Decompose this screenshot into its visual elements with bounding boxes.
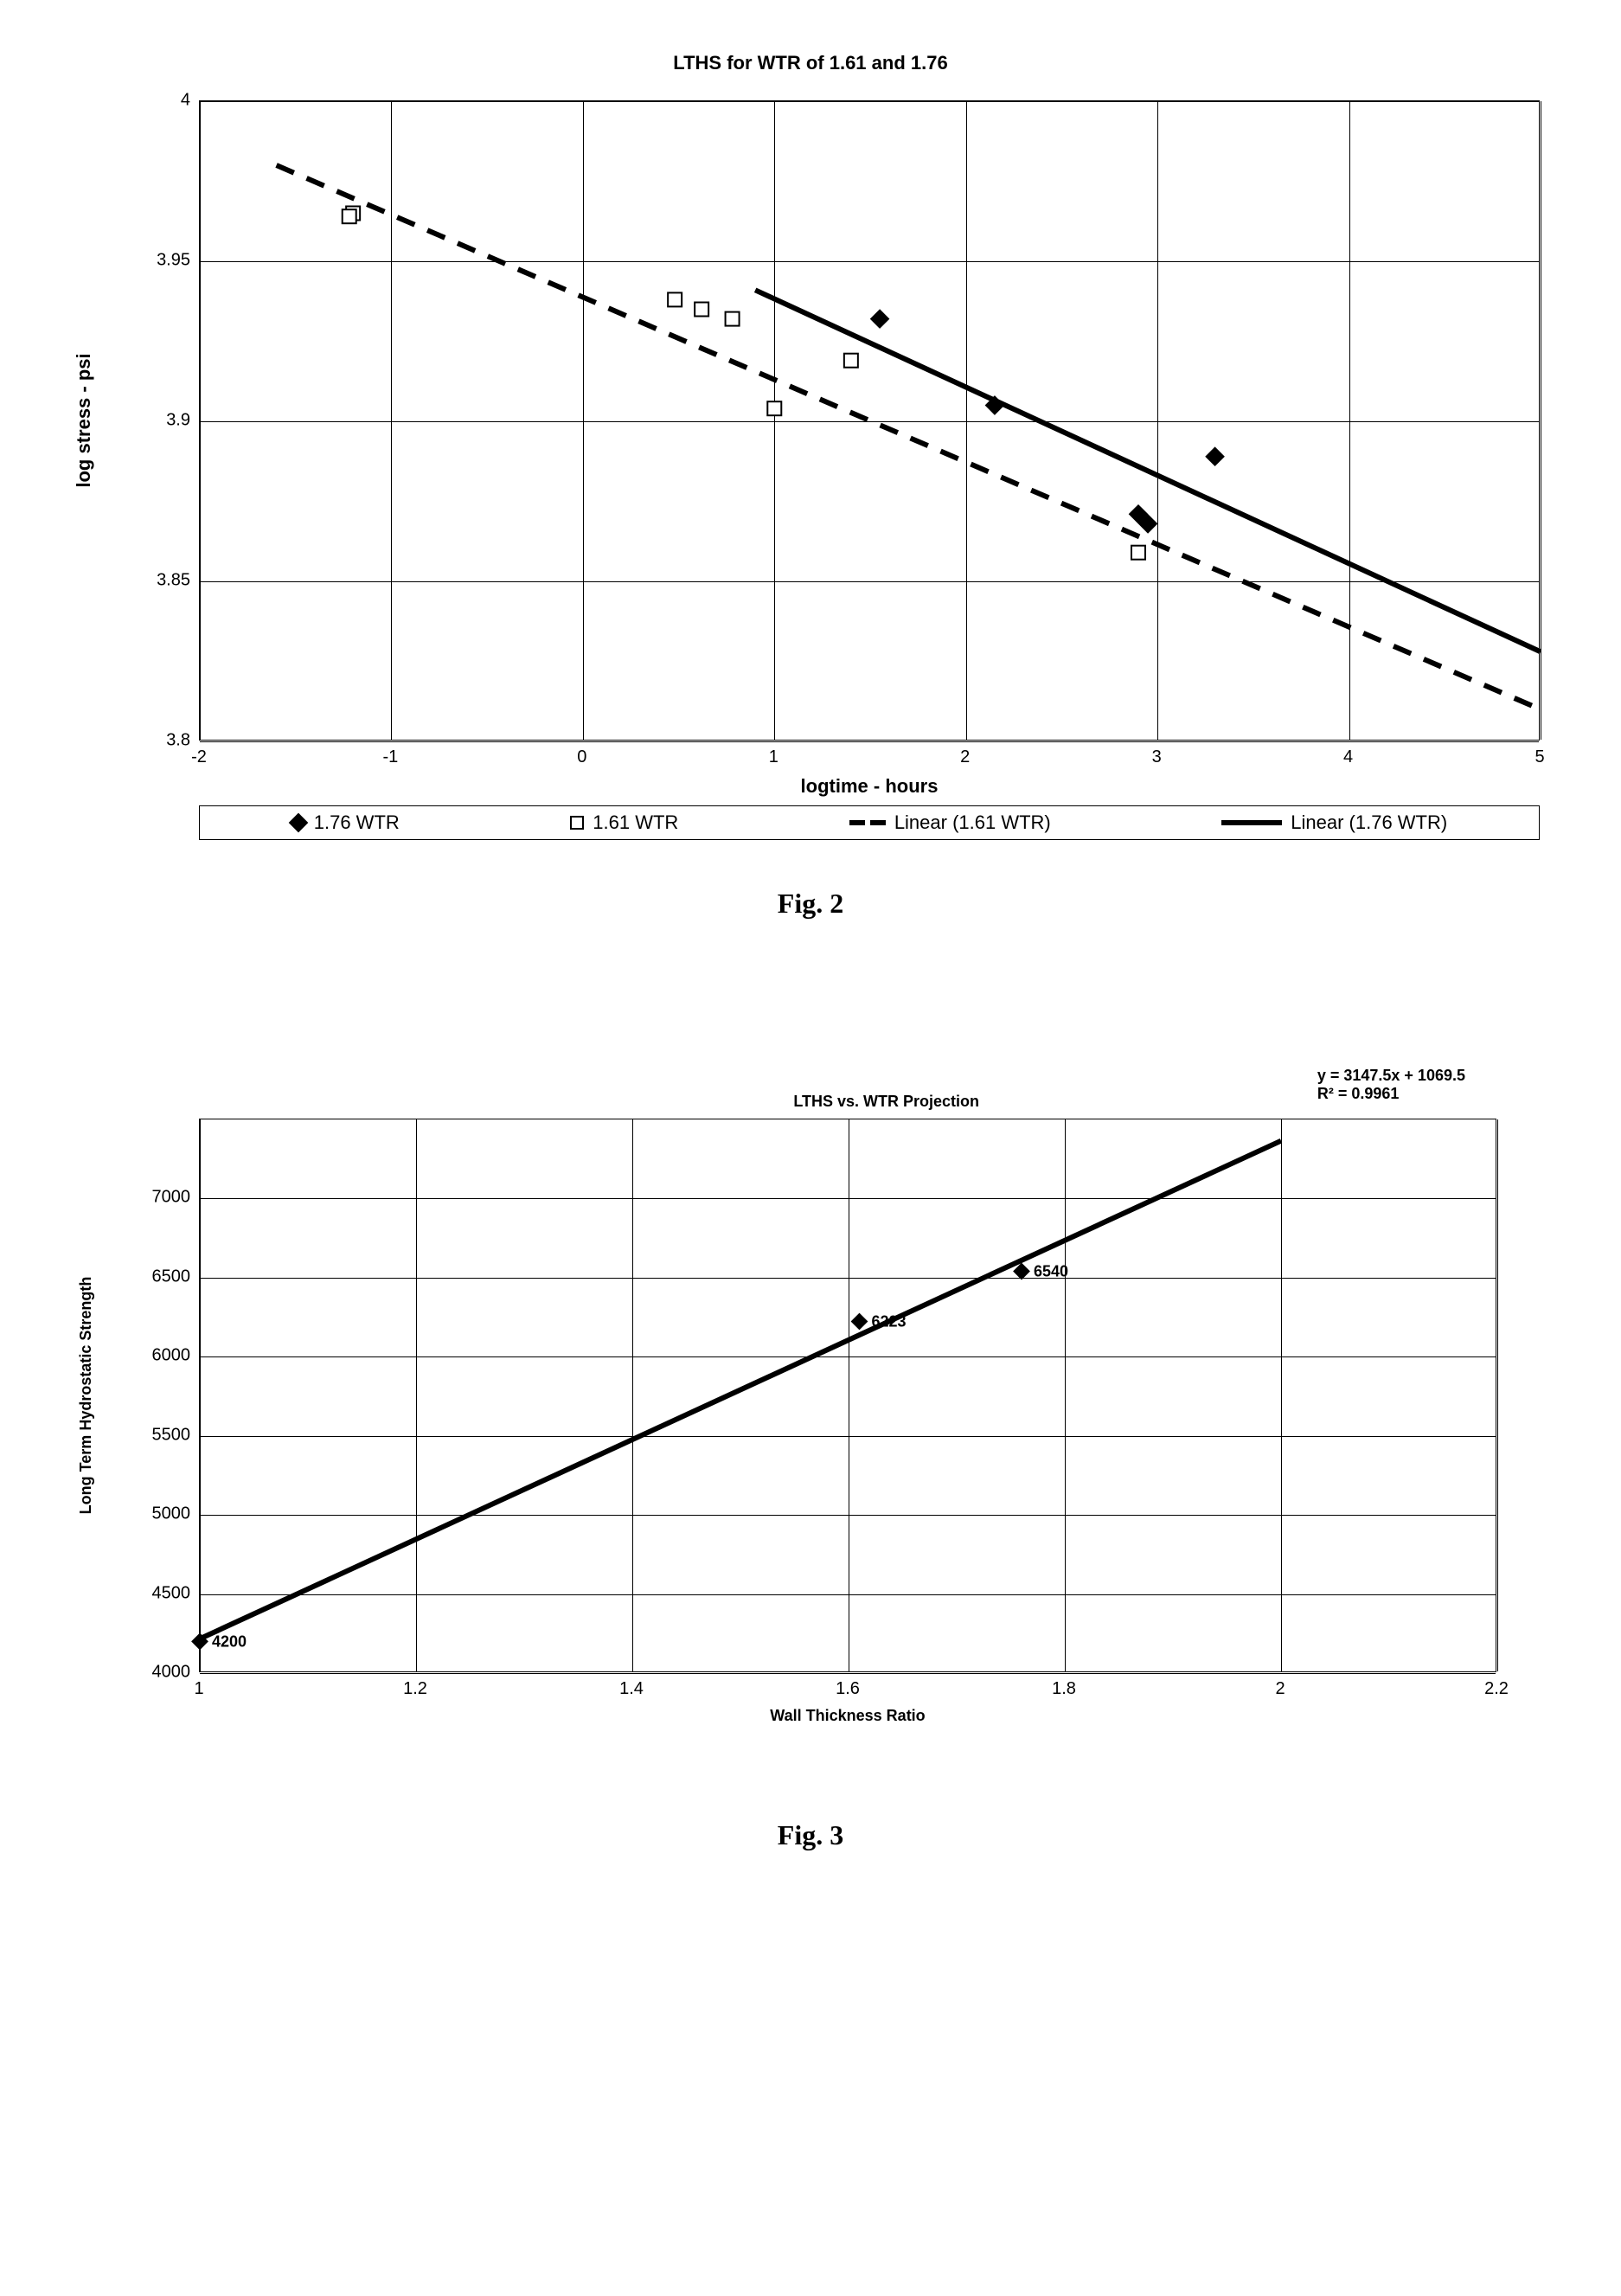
trendline (200, 1141, 1281, 1639)
fig3-plot-area: 4200 6223 6540 (199, 1119, 1496, 1672)
xtick-label: 3 (1152, 747, 1162, 767)
data-point (767, 401, 781, 415)
fig3-title: LTHS vs. WTR Projection (793, 1093, 979, 1111)
data-point (1131, 546, 1145, 560)
ytick-label: 3.85 (130, 571, 199, 591)
ytick-label: 5000 (130, 1504, 199, 1524)
diamond-icon (288, 813, 308, 833)
ytick-label: 4500 (130, 1583, 199, 1603)
legend-label: Linear (1.76 WTR) (1291, 811, 1447, 834)
ytick-label: 4000 (130, 1663, 199, 1683)
ytick-label: 3.9 (130, 411, 199, 431)
data-point (695, 303, 708, 317)
gridline-v (1497, 1119, 1498, 1671)
data-point (1205, 446, 1225, 466)
ytick-label: 7000 (130, 1188, 199, 1208)
xtick-label: 2 (960, 747, 970, 767)
legend-linear-176: Linear (1.76 WTR) (1221, 811, 1447, 834)
xtick-label: 4 (1343, 747, 1353, 767)
legend-161: 1.61 WTR (570, 811, 678, 834)
ytick-label: 3.8 (130, 731, 199, 751)
trendline (277, 165, 1541, 709)
square-icon (570, 816, 584, 830)
xtick-label: 2 (1275, 1679, 1285, 1699)
fig2-plot-area (199, 100, 1540, 741)
data-point (668, 292, 682, 306)
fig3-equation: y = 3147.5x + 1069.5 R² = 0.9961 (1317, 1067, 1465, 1103)
fig2-title: LTHS for WTR of 1.61 and 1.76 (52, 52, 1569, 74)
ytick-label: 3.95 (130, 251, 199, 271)
data-point (726, 312, 740, 326)
fig3-chart: 4200 6223 6540 Long Term Hydrostatic Stren… (52, 1119, 1569, 1793)
xtick-label: 2.2 (1484, 1679, 1509, 1699)
ytick-label: 4 (130, 91, 199, 111)
point-label: 4200 (212, 1632, 247, 1650)
fig2-ylabel: log stress - psi (73, 353, 95, 487)
solid-line-icon (1221, 820, 1282, 825)
legend-label: 1.76 WTR (314, 811, 400, 834)
legend-176: 1.76 WTR (292, 811, 400, 834)
data-point (844, 354, 858, 368)
xtick-label: 1.4 (619, 1679, 644, 1699)
plot-svg: 4200 6223 6540 (200, 1119, 1497, 1673)
plot-svg (200, 101, 1541, 741)
ytick-label: 6000 (130, 1346, 199, 1366)
ytick-label: 5500 (130, 1425, 199, 1445)
data-point (851, 1313, 868, 1331)
fig3-xlabel: Wall Thickness Ratio (770, 1707, 925, 1725)
fig3-caption: Fig. 3 (52, 1819, 1569, 1851)
xtick-label: 1.8 (1052, 1679, 1076, 1699)
gridline-h (200, 741, 1539, 742)
point-label: 6223 (872, 1313, 907, 1331)
data-point (870, 309, 890, 329)
ytick-label: 6500 (130, 1267, 199, 1286)
xtick-label: 0 (577, 747, 586, 767)
point-label: 6540 (1034, 1263, 1068, 1280)
xtick-label: 1 (769, 747, 778, 767)
fig3-ylabel: Long Term Hydrostatic Strength (77, 1277, 95, 1515)
trendline (755, 290, 1541, 651)
dashed-line-icon (849, 820, 886, 825)
eq-line: y = 3147.5x + 1069.5 (1317, 1067, 1465, 1085)
legend-linear-161: Linear (1.61 WTR) (849, 811, 1051, 834)
legend-label: Linear (1.61 WTR) (894, 811, 1051, 834)
legend-label: 1.61 WTR (593, 811, 678, 834)
fig2-legend: 1.76 WTR 1.61 WTR Linear (1.61 WTR) Line… (199, 805, 1540, 840)
xtick-label: 1.6 (836, 1679, 860, 1699)
fig2-chart: log stress - psi logtime - hours 1.76 WT… (52, 100, 1569, 862)
data-point (343, 209, 356, 223)
rsq-line: R² = 0.9961 (1317, 1085, 1465, 1103)
gridline-h (200, 1673, 1496, 1674)
xtick-label: 5 (1535, 747, 1544, 767)
xtick-label: 1.2 (403, 1679, 427, 1699)
fig2-caption: Fig. 2 (52, 888, 1569, 920)
fig2-xlabel: logtime - hours (801, 775, 939, 798)
xtick-label: -1 (383, 747, 399, 767)
